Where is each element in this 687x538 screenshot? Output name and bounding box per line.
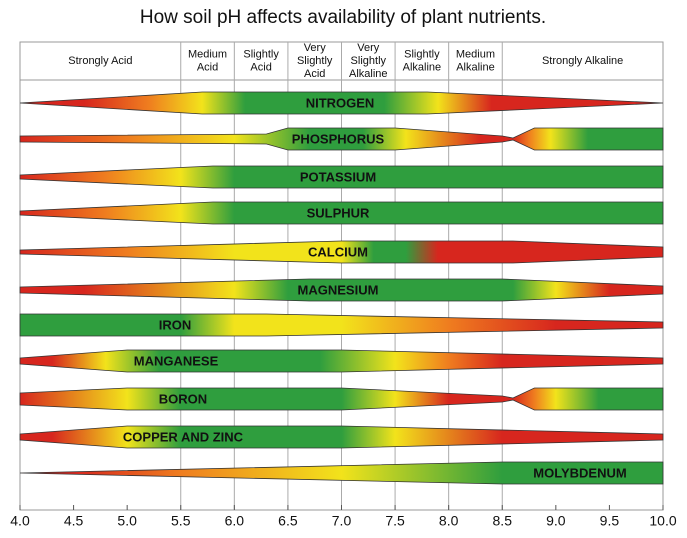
nutrient-band xyxy=(19,201,664,225)
nutrient-band xyxy=(19,461,664,485)
nutrient-label: CALCIUM xyxy=(308,244,368,259)
nutrient-label: BORON xyxy=(159,391,207,406)
x-tick-label: 9.5 xyxy=(600,513,620,529)
nutrient-label: MOLYBDENUM xyxy=(533,465,626,480)
nutrient-band xyxy=(19,387,664,411)
zone-label: Acid xyxy=(197,61,218,73)
nutrient-label: COPPER AND ZINC xyxy=(123,429,244,444)
x-tick-label: 9.0 xyxy=(546,513,566,529)
nutrient-label: POTASSIUM xyxy=(300,169,376,184)
zone-label: Very xyxy=(357,42,380,54)
zone-label: Very xyxy=(304,42,327,54)
zone-label: Alkaline xyxy=(349,68,388,80)
nutrient-band xyxy=(19,165,664,189)
x-tick-label: 10.0 xyxy=(649,513,676,529)
chart-title: How soil pH affects availability of plan… xyxy=(140,7,546,28)
zone-label: Slightly xyxy=(297,55,333,67)
nutrient-band xyxy=(19,240,664,264)
nutrient-band xyxy=(19,91,664,115)
nutrient-band xyxy=(19,313,664,337)
zone-label: Acid xyxy=(304,68,325,80)
zone-label: Alkaline xyxy=(403,61,442,73)
zone-label: Medium xyxy=(456,48,495,60)
nutrient-band xyxy=(19,425,664,449)
x-tick-label: 8.5 xyxy=(493,513,513,529)
zone-label: Strongly Alkaline xyxy=(542,55,623,67)
zone-label: Acid xyxy=(250,61,271,73)
nutrient-band xyxy=(19,127,664,151)
x-tick-label: 7.0 xyxy=(332,513,352,529)
x-tick-label: 8.0 xyxy=(439,513,459,529)
x-tick-label: 7.5 xyxy=(385,513,405,529)
nutrient-label: IRON xyxy=(159,317,192,332)
nutrient-label: MANGANESE xyxy=(134,353,219,368)
x-tick-label: 4.5 xyxy=(64,513,84,529)
zone-label: Slightly xyxy=(243,48,279,60)
zone-label: Slightly xyxy=(351,55,387,67)
zone-label: Strongly Acid xyxy=(68,55,132,67)
nutrient-label: SULPHUR xyxy=(307,205,370,220)
nutrient-label: MAGNESIUM xyxy=(298,282,379,297)
x-tick-label: 4.0 xyxy=(10,513,30,529)
nutrient-band xyxy=(19,278,664,302)
zone-label: Medium xyxy=(188,48,227,60)
nutrient-label: NITROGEN xyxy=(306,95,375,110)
x-tick-label: 5.5 xyxy=(171,513,191,529)
nutrient-band xyxy=(19,349,664,373)
x-tick-label: 6.0 xyxy=(225,513,245,529)
nutrient-label: PHOSPHORUS xyxy=(292,131,385,146)
zone-label: Alkaline xyxy=(456,61,495,73)
zone-label: Slightly xyxy=(404,48,440,60)
x-tick-label: 6.5 xyxy=(278,513,298,529)
x-tick-label: 5.0 xyxy=(117,513,137,529)
